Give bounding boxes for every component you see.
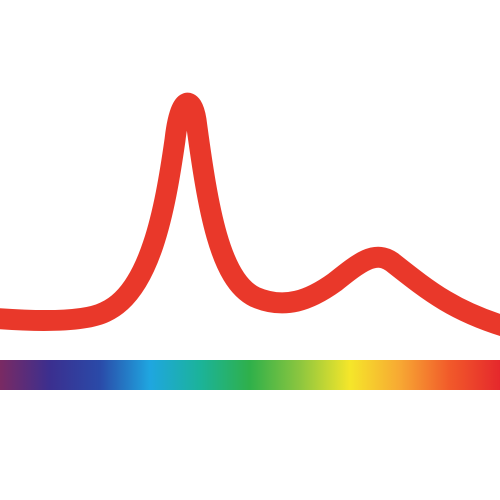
peak-curve bbox=[0, 92, 500, 336]
spectrum-bar bbox=[0, 360, 500, 390]
